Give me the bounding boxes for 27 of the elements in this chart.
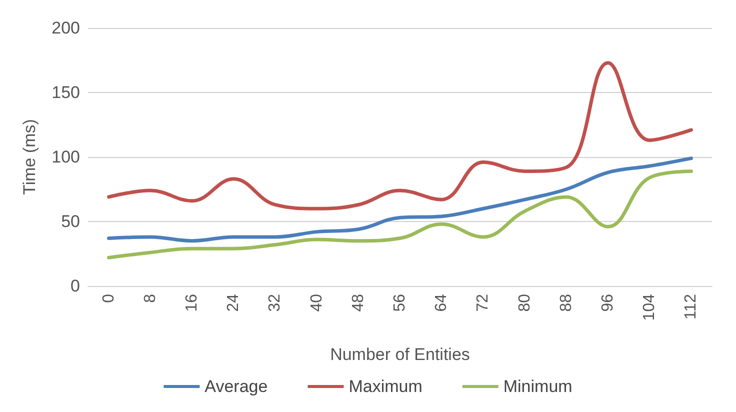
x-tick-label: 24 <box>225 294 242 312</box>
line-series <box>107 61 693 210</box>
x-tick-label: 0 <box>100 294 118 303</box>
x-tick-label: 80 <box>516 294 534 312</box>
line-series <box>107 156 693 243</box>
x-tick-label: 96 <box>600 294 616 312</box>
x-tick-label: 8 <box>142 294 159 303</box>
x-tick-label: 72 <box>474 294 492 312</box>
y-tick-label: 150 <box>52 83 80 102</box>
x-tick-label: 16 <box>184 294 200 312</box>
x-tick-label: 56 <box>392 294 408 312</box>
legend-label: Average <box>204 377 268 396</box>
x-tick-label: 64 <box>433 294 450 312</box>
legend-label: Maximum <box>348 377 422 396</box>
x-tick-label: 32 <box>266 294 284 312</box>
y-tick-label: 100 <box>52 148 80 166</box>
x-axis-title: Number of Entities <box>330 345 470 364</box>
line-series <box>107 169 693 260</box>
y-axis-title: Time (ms) <box>20 119 39 195</box>
x-tick-label: 40 <box>308 294 326 312</box>
legend-label: Minimum <box>503 377 572 396</box>
x-tick-label: 48 <box>350 294 367 312</box>
x-tick-label: 88 <box>558 294 575 312</box>
y-tick-label: 200 <box>52 18 80 38</box>
x-tick-label: 112 <box>682 294 700 320</box>
x-tick-label: 104 <box>641 294 658 321</box>
y-tick-label: 50 <box>61 212 80 231</box>
